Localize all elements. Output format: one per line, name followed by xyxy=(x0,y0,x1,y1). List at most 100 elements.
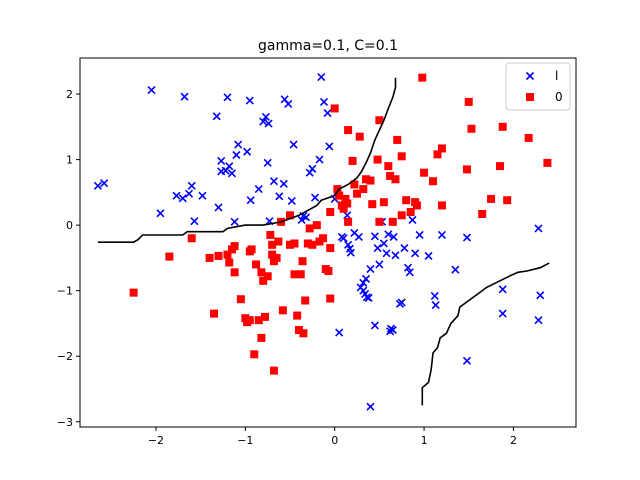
data-point xyxy=(184,189,194,198)
legend-box xyxy=(505,62,571,111)
data-point xyxy=(534,316,543,325)
x-tick-label: −2 xyxy=(148,434,164,447)
data-point xyxy=(498,122,507,131)
data-point xyxy=(263,158,272,167)
data-point xyxy=(478,209,487,218)
data-point xyxy=(415,230,424,240)
data-point xyxy=(245,316,254,325)
data-point xyxy=(279,179,288,188)
y-tick-label: −1 xyxy=(57,285,73,298)
data-point xyxy=(388,217,397,226)
data-point xyxy=(323,108,332,118)
data-point xyxy=(93,181,102,190)
data-point xyxy=(129,288,138,297)
data-point xyxy=(437,230,447,240)
data-point xyxy=(301,296,310,305)
data-point xyxy=(418,73,427,82)
data-point xyxy=(275,192,284,201)
data-point xyxy=(384,230,393,239)
data-point xyxy=(100,179,109,188)
data-point xyxy=(354,232,363,241)
y-tick-label: 0 xyxy=(66,219,73,232)
data-point xyxy=(210,309,219,318)
data-point xyxy=(496,162,505,171)
data-point xyxy=(234,140,243,149)
data-point xyxy=(259,117,268,126)
data-point xyxy=(373,155,382,164)
data-point xyxy=(245,96,254,105)
data-point xyxy=(257,333,266,342)
data-point xyxy=(227,169,236,178)
data-point xyxy=(430,291,439,300)
data-point xyxy=(343,199,352,208)
data-point xyxy=(223,250,232,259)
data-point xyxy=(257,268,266,277)
decision-boundary-line xyxy=(421,262,550,406)
data-point xyxy=(382,249,391,258)
data-point xyxy=(412,201,421,210)
data-point xyxy=(487,194,496,203)
data-point xyxy=(286,240,295,249)
data-point xyxy=(214,203,223,212)
data-point xyxy=(305,168,314,177)
data-point xyxy=(348,156,357,165)
data-point xyxy=(437,144,446,153)
data-point xyxy=(536,291,545,300)
data-point xyxy=(335,328,344,337)
data-point xyxy=(326,244,335,253)
data-point xyxy=(335,191,344,200)
data-point xyxy=(366,176,375,185)
legend: l0 xyxy=(505,62,571,111)
data-point xyxy=(397,152,406,161)
data-point xyxy=(344,126,353,135)
data-point xyxy=(433,150,442,159)
data-point xyxy=(393,135,402,144)
y-tick-label: 1 xyxy=(66,154,73,167)
data-point xyxy=(302,213,311,222)
data-point xyxy=(405,268,414,277)
legend-marker xyxy=(526,93,534,101)
data-point xyxy=(246,196,255,205)
data-point xyxy=(247,245,256,254)
data-point xyxy=(503,196,512,205)
data-point xyxy=(299,329,308,338)
data-point xyxy=(326,294,335,303)
data-point xyxy=(286,211,295,220)
data-point xyxy=(232,150,241,160)
data-point xyxy=(350,180,359,189)
data-point xyxy=(346,248,355,257)
data-point xyxy=(180,92,189,101)
data-point xyxy=(252,260,261,269)
data-point xyxy=(293,311,302,320)
legend-label: 0 xyxy=(555,90,563,104)
data-point xyxy=(243,147,252,156)
data-point xyxy=(319,97,329,106)
data-point xyxy=(294,325,303,334)
data-point xyxy=(386,171,395,180)
data-point xyxy=(230,217,239,226)
data-point xyxy=(259,276,268,285)
x-tick-label: 2 xyxy=(510,434,517,447)
data-point xyxy=(467,124,476,133)
data-point xyxy=(333,185,342,194)
data-point xyxy=(298,257,307,266)
x-tick-label: −1 xyxy=(237,434,253,447)
data-point xyxy=(268,240,277,249)
y-tick-label: −2 xyxy=(57,350,73,363)
data-point xyxy=(198,191,207,200)
axes-frame xyxy=(79,57,577,428)
data-point xyxy=(156,209,165,218)
data-point xyxy=(359,278,368,287)
data-point xyxy=(326,208,335,217)
data-point xyxy=(397,298,406,307)
data-point xyxy=(205,253,214,262)
data-point xyxy=(278,306,287,315)
data-point xyxy=(317,72,326,82)
data-point xyxy=(236,295,245,304)
data-point xyxy=(402,196,411,205)
chart-title: gamma=0.1, C=0.1 xyxy=(258,38,398,54)
data-point xyxy=(361,274,371,283)
data-point xyxy=(420,168,429,177)
data-point xyxy=(341,194,350,203)
